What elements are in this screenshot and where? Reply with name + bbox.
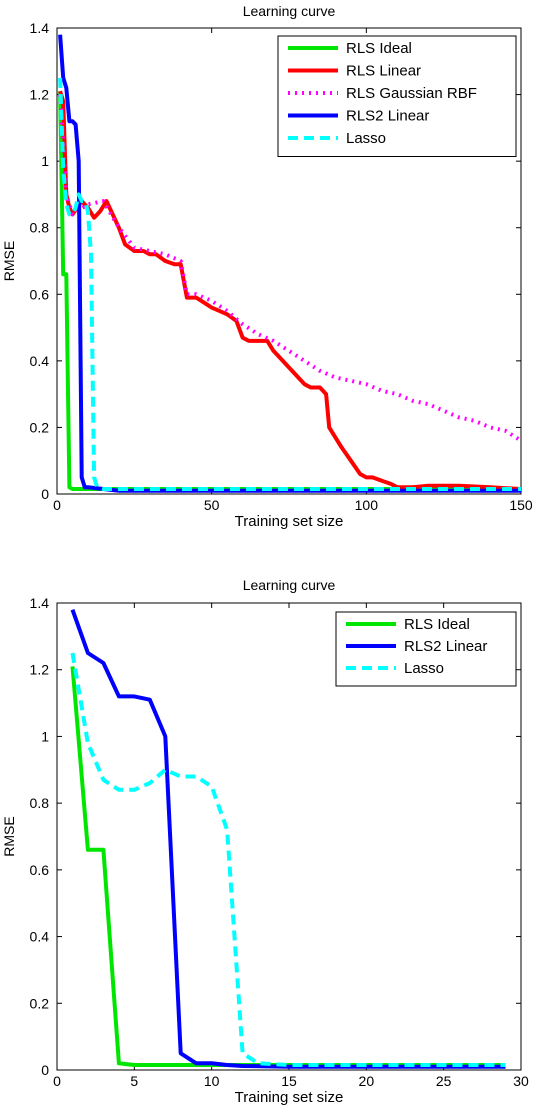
x-axis-label: Training set size [235, 513, 344, 530]
x-tick-label: 30 [513, 1073, 529, 1089]
series-line-lasso [70, 652, 506, 1067]
y-tick-label: 0.6 [30, 862, 50, 878]
y-tick-label: 0 [41, 486, 49, 502]
series-line-rls-ideal [70, 666, 506, 1067]
y-axis-label: RMSE [1, 241, 17, 281]
x-tick-label: 50 [204, 497, 220, 513]
y-tick-label: 0.4 [30, 353, 50, 369]
legend-box [277, 35, 517, 157]
series-line-rls-linear [58, 90, 521, 491]
y-tick-label: 0.8 [30, 795, 50, 811]
series-group [70, 609, 506, 1069]
x-tick-label: 0 [53, 1073, 61, 1089]
x-tick-label: 10 [204, 1073, 220, 1089]
legend-label: RLS Ideal [346, 40, 412, 57]
y-tick-label: 1.2 [30, 87, 50, 103]
legend: RLS Ideal RLS Linear RLS Gaussian RBF RLS2 … [277, 35, 517, 157]
y-axis-label: RMSE [1, 816, 17, 856]
series-group [58, 34, 521, 493]
x-tick-label: 5 [130, 1073, 138, 1089]
legend: RLS Ideal RLS2 Linear Lasso [335, 611, 517, 687]
y-tick-label: 0 [41, 1062, 49, 1078]
chart-title: Learning curve [243, 3, 336, 19]
y-tick-label: 0.2 [30, 995, 50, 1011]
legend-label: RLS2 Linear [404, 638, 487, 655]
x-axis-label: Training set size [235, 1089, 344, 1106]
y-tick-label: 0.4 [30, 929, 50, 945]
x-tick-label: 150 [509, 497, 533, 513]
y-tick-label: 1.4 [30, 20, 50, 36]
legend-label: RLS Ideal [404, 616, 470, 633]
legend-label: RLS Gaussian RBF [346, 85, 477, 102]
x-tick-label: 100 [355, 497, 379, 513]
legend-label: Lasso [346, 130, 386, 147]
x-tick-label: 15 [281, 1073, 297, 1089]
chart-panel-2: 0 5 10 15 20 25 30 0 0.2 0.4 0.6 0.8 1 1.2 1.4 Learning… [1, 577, 529, 1106]
y-tick-label: 0.2 [30, 419, 50, 435]
series-line-lasso [58, 77, 521, 491]
y-tick-label: 1 [41, 728, 49, 744]
y-tick-label: 1.2 [30, 662, 50, 678]
y-tick-label: 0.6 [30, 286, 50, 302]
legend-label: RLS Linear [346, 63, 421, 80]
legend-label: Lasso [404, 660, 444, 677]
series-line-rls-gaussian-rbf [58, 94, 521, 443]
y-tick-label: 1.4 [30, 595, 50, 611]
y-tick-label: 0.8 [30, 220, 50, 236]
x-tick-label: 20 [359, 1073, 375, 1089]
x-tick-label: 0 [53, 497, 61, 513]
x-tick-label: 25 [436, 1073, 452, 1089]
chart-title: Learning curve [243, 577, 336, 593]
legend-label: RLS2 Linear [346, 108, 429, 125]
plot-area-frame [56, 27, 522, 495]
y-tick-label: 1 [41, 153, 49, 169]
chart-panel-1: 0 50 100 150 0 0.2 0.4 0.6 0.8 1 1.2 1.4 Learning cu… [1, 3, 533, 530]
